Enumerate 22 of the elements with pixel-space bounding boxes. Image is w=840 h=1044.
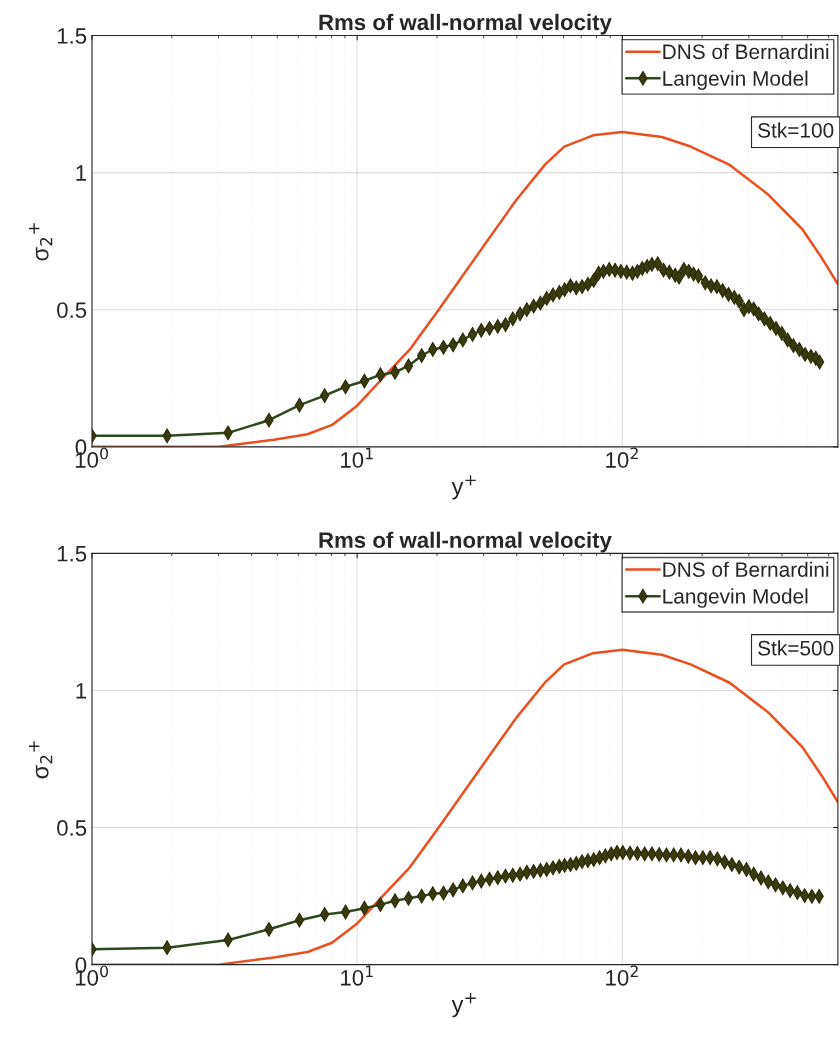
y-tick-label: 1: [76, 165, 87, 181]
y-tick-label: 1.5: [57, 28, 87, 44]
legend-label: DNS of Bernardini: [663, 561, 829, 577]
chart-title: Rms of wall-normal velocity: [319, 531, 612, 553]
y-tick-label: 1.5: [57, 546, 87, 562]
chart-title: Rms of wall-normal velocity: [319, 13, 612, 35]
x-tick-label: 10$^{2}$: [606, 447, 638, 468]
y-axis-title: σ$_{2}$$^{+}$: [28, 223, 53, 261]
y-tick-label: 1: [76, 683, 87, 699]
y-tick-label: 0.5: [57, 820, 87, 836]
y-axis-title: σ$_{2}$$^{+}$: [28, 741, 53, 779]
x-tick-label: 10$^{1}$: [341, 965, 373, 986]
annotation: Stk=500: [758, 640, 834, 656]
x-axis-title: y$^{+}$: [451, 993, 476, 1018]
y-tick-label: 0.5: [57, 302, 87, 318]
x-axis-title: y$^{+}$: [451, 475, 476, 500]
legend-label: DNS of Bernardini: [663, 43, 829, 60]
x-tick-label: 10$^{1}$: [341, 447, 373, 468]
x-tick-label: 10$^{2}$: [606, 965, 638, 986]
annotation: Stk=100: [758, 122, 834, 138]
legend-label: Langevin Model: [663, 588, 808, 608]
legend-label: Langevin Model: [663, 70, 808, 90]
